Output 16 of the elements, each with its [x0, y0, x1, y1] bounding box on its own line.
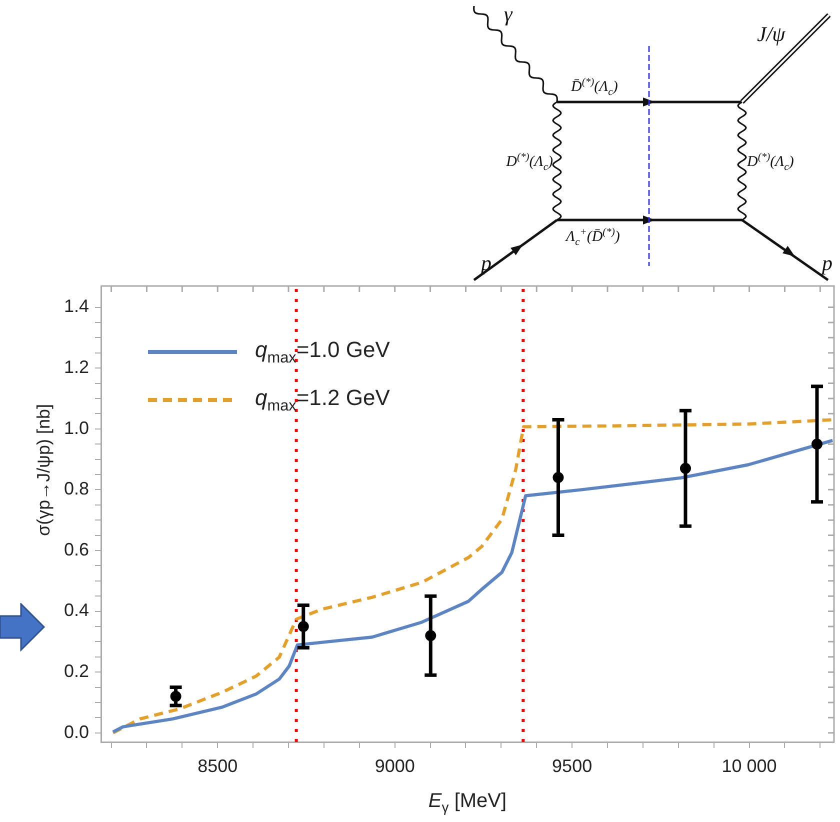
y-tick-label: 0.2	[64, 661, 89, 682]
y-tick-label: 0.8	[64, 478, 89, 499]
y-tick-label: 0.4	[64, 600, 89, 620]
x-tick-label: 9000	[374, 756, 415, 776]
x-axis-title: E$_{γ}$ [MeV]	[428, 790, 507, 815]
y-tick-label: 1.2	[64, 357, 89, 378]
legend-label: q$_{max}$=1.2 GeV	[255, 384, 390, 416]
y-tick-label: 0.0	[64, 722, 89, 742]
x-tick-label: 10 000	[722, 756, 777, 776]
legend-label: q$_{max}$=1.0 GeV	[255, 336, 390, 368]
y-axis-title: σ(γp→J/ψp) [nb]	[34, 404, 54, 536]
x-tick-label: 9500	[552, 756, 592, 776]
y-tick-label: 0.6	[64, 539, 89, 560]
x-tick-label: 8500	[198, 756, 238, 776]
y-tick-label: 1.0	[64, 418, 89, 438]
y-tick-label: 1.4	[64, 296, 89, 316]
